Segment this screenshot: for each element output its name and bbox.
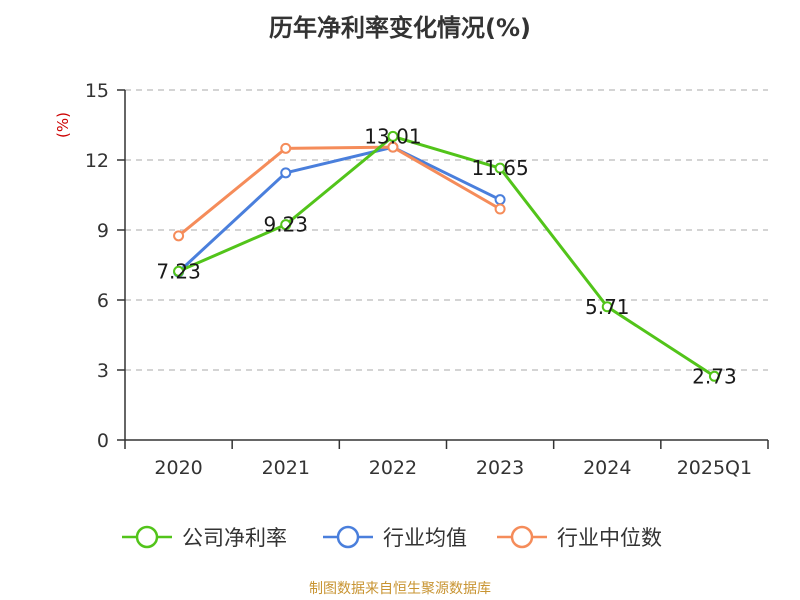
chart-title: 历年净利率变化情况(%) [269, 14, 531, 42]
legend: 公司净利率 行业均值 行业中位数 [122, 525, 662, 550]
x-tick-label: 2021 [262, 457, 310, 479]
data-label: 9.23 [263, 213, 308, 237]
legend-swatch-marker [135, 525, 159, 549]
series-lines [173, 130, 720, 382]
x-tick-label: 2025Q1 [677, 457, 752, 479]
axes: 0 3 6 9 12 15 2020 2021 2022 2023 2024 2025Q1 (%) [54, 80, 769, 479]
gridlines [125, 89, 768, 371]
data-point [280, 219, 292, 231]
data-point [708, 370, 720, 382]
x-tick-label: 2020 [154, 457, 202, 479]
data-point [387, 130, 399, 142]
data-point [173, 230, 185, 242]
series-line [177, 145, 501, 237]
y-tick-label: 15 [85, 80, 109, 102]
x-tick-label: 2024 [583, 457, 631, 479]
legend-swatch-marker [510, 525, 534, 549]
data-label: 13.01 [364, 124, 421, 148]
data-point [494, 162, 506, 174]
x-tick-label: 2022 [369, 457, 417, 479]
legend-swatch-marker [336, 525, 360, 549]
y-tick-label: 9 [97, 220, 109, 242]
data-label: 11.65 [471, 156, 528, 180]
y-axis-unit: (%) [54, 112, 72, 138]
series-line [177, 145, 501, 274]
data-point [280, 167, 292, 179]
data-point [494, 194, 506, 206]
data-point [387, 141, 399, 153]
data-point [173, 265, 185, 277]
y-tick-label: 0 [97, 430, 109, 452]
data-label: 5.71 [585, 295, 630, 319]
legend-label: 行业均值 [383, 526, 467, 550]
y-tick-label: 6 [97, 290, 109, 312]
data-point [280, 142, 292, 154]
series-line [177, 134, 716, 378]
data-point [601, 301, 613, 313]
data-point [494, 203, 506, 215]
data-label: 7.23 [156, 259, 201, 283]
y-tick-label: 12 [85, 150, 109, 172]
y-tick-label: 3 [97, 360, 109, 382]
source-note: 制图数据来自恒生聚源数据库 [309, 581, 491, 597]
legend-label: 行业中位数 [557, 526, 662, 550]
data-labels: 7.23 9.23 13.01 11.65 5.71 2.73 [156, 124, 736, 388]
x-tick-label: 2023 [476, 457, 524, 479]
data-label: 2.73 [692, 364, 737, 388]
legend-label: 公司净利率 [182, 526, 287, 550]
